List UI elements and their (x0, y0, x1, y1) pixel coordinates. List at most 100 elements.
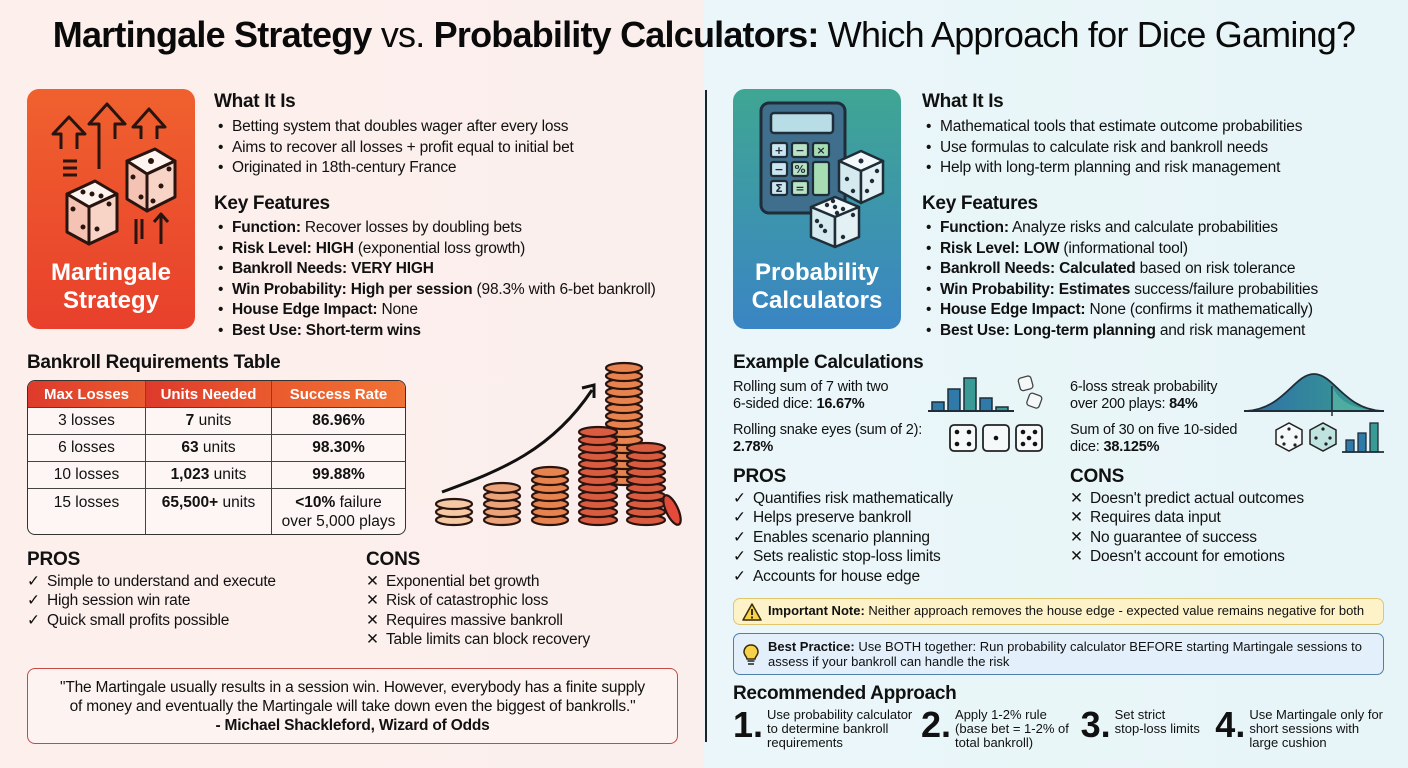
martingale-what-heading: What It Is (214, 91, 296, 112)
svg-text:+: + (774, 144, 783, 157)
best-practice-text: Use BOTH together: Run probability calcu… (768, 639, 1362, 669)
title-vs: vs. (371, 14, 434, 55)
cell-rate: 99.88% (272, 461, 405, 488)
dice-bar-chart-icon (1275, 422, 1384, 453)
dice-arrows-icon (51, 102, 177, 246)
calculator-hero-title: Probability Calculators (752, 259, 883, 315)
feature-win-probability: Win Probability: Estimates success/failu… (924, 280, 1318, 301)
x-icon: ✕ (1070, 509, 1083, 526)
shackleford-quote: "The Martingale usually results in a ses… (27, 668, 678, 744)
step-4: 4. Use Martingale only for short sessions… (1215, 707, 1383, 750)
check-icon: ✓ (27, 611, 40, 629)
check-icon: ✓ (27, 592, 40, 609)
step-1: 1. Use probability calculator to determin… (733, 704, 913, 750)
con-item: ✕ Doesn't predict actual outcomes (1070, 489, 1304, 507)
cell-units: 65,500+ units (146, 488, 272, 534)
note-text: Neither approach removes the house edge … (864, 603, 1365, 618)
calculator-cons: CONS ✕ Doesn't predict actual outcomes ✕ R… (1070, 467, 1304, 567)
list-item: Aims to recover all losses + profit equa… (216, 138, 574, 159)
cons-heading: CONS (1070, 466, 1125, 487)
list-item: Help with long-term planning and risk ma… (924, 158, 1302, 179)
col-success-rate: Success Rate (272, 381, 405, 407)
con-item: ✕ Requires data input (1070, 509, 1221, 526)
list-item: Betting system that doubles wager after … (216, 117, 574, 138)
title-question: Which Approach for Dice Gaming? (818, 14, 1356, 55)
martingale-what-list: Betting system that doubles wager after … (216, 117, 574, 179)
list-item: Mathematical tools that estimate outcome… (924, 117, 1302, 138)
martingale-features-heading: Key Features (214, 193, 330, 214)
title-martingale: Martingale Strategy (52, 14, 373, 55)
pro-item: ✓ Sets realistic stop-loss limits (733, 548, 941, 565)
calculator-hero-card: + − × −% Σ = Probability Calculators (733, 89, 901, 329)
step-text: Use probability calculator to determine b… (767, 707, 913, 750)
svg-text:%: % (794, 163, 805, 176)
col-max-losses: Max Losses (28, 381, 146, 407)
dice-faces-icon (949, 424, 1043, 452)
martingale-hero-title: Martingale Strategy (51, 259, 171, 315)
list-item: Originated in 18th-century France (216, 158, 574, 179)
martingale-pros: PROS ✓ Simple to understand and execute ✓… (27, 550, 276, 630)
check-icon: ✓ (733, 548, 746, 565)
quote-line1: "The Martingale usually results in a ses… (60, 679, 645, 696)
pro-item: ✓ Enables scenario planning (733, 528, 930, 546)
pro-item: ✓ High session win rate (27, 592, 191, 609)
feature-best-use: Best Use: Long-term planning and risk ma… (924, 321, 1318, 342)
step-text: Apply 1-2% rule (base bet = 1-2% of total … (955, 707, 1069, 750)
cell-losses: 15 losses (28, 488, 146, 534)
important-note-banner: Important Note: Neither approach removes… (733, 598, 1384, 625)
pros-heading: PROS (733, 466, 787, 487)
x-icon: ✕ (366, 611, 379, 629)
x-icon: ✕ (366, 572, 379, 590)
page-title: Martingale Strategy vs. Probability Calc… (0, 14, 1408, 56)
example-sum-7: Rolling sum of 7 with two 6-sided dice: 1… (733, 379, 889, 412)
hero-label-line2: Strategy (62, 287, 160, 314)
calculator-pros: PROS ✓ Quantifies risk mathematically ✓ He… (733, 467, 953, 586)
feature-bankroll: Bankroll Needs: Calculated based on risk… (924, 259, 1318, 280)
feature-risk-level: Risk Level: LOW (informational tool) (924, 239, 1318, 260)
feature-house-edge: House Edge Impact: None (216, 300, 656, 321)
pro-item: ✓ Simple to understand and execute (27, 572, 276, 590)
example-sum-30: Sum of 30 on five 10-sided dice: 38.125% (1070, 422, 1238, 455)
list-item: Use formulas to calculate risk and bankr… (924, 138, 1302, 159)
cell-rate: <10% failure over 5,000 plays (272, 488, 405, 534)
table-row: 10 losses 1,023 units 99.88% (28, 461, 405, 488)
x-icon: ✕ (1070, 528, 1083, 546)
calculator-what-list: Mathematical tools that estimate outcome… (924, 117, 1302, 179)
martingale-cons: CONS ✕ Exponential bet growth ✕ Risk of ca… (366, 550, 590, 650)
step-2: 2. Apply 1-2% rule (base bet = 1-2% of tot… (921, 707, 1071, 750)
x-icon: ✕ (366, 631, 379, 648)
svg-text:−: − (795, 144, 804, 157)
feature-function: Function: Analyze risks and calculate pr… (924, 218, 1318, 239)
table-row: 3 losses 7 units 86.96% (28, 407, 405, 434)
check-icon: ✓ (733, 489, 746, 507)
check-icon: ✓ (733, 509, 746, 526)
cell-units: 1,023 units (146, 461, 272, 488)
martingale-hero-card: Martingale Strategy (27, 89, 195, 329)
x-icon: ✕ (1070, 548, 1083, 565)
best-practice-label: Best Practice: (768, 639, 855, 654)
bankroll-table-heading: Bankroll Requirements Table (27, 352, 281, 373)
x-icon: ✕ (1070, 489, 1083, 507)
col-units-needed: Units Needed (146, 381, 272, 407)
check-icon: ✓ (27, 572, 40, 590)
check-icon: ✓ (733, 567, 746, 585)
table-row: 6 losses 63 units 98.30% (28, 434, 405, 461)
pro-item: ✓ Accounts for house edge (733, 567, 920, 585)
x-icon: ✕ (366, 592, 379, 609)
pro-item: ✓ Quick small profits possible (27, 611, 230, 629)
svg-text:−: − (774, 163, 783, 176)
bankroll-requirements-table: Max Losses Units Needed Success Rate 3 l… (27, 380, 406, 535)
step-number: 4. (1215, 704, 1246, 745)
hero-label-line1: Martingale (50, 259, 172, 286)
example-loss-streak: 6-loss streak probability over 200 plays:… (1070, 379, 1218, 412)
pro-item: ✓ Helps preserve bankroll (733, 509, 912, 526)
quote-author: - Michael Shackleford, Wizard of Odds (215, 717, 490, 734)
lightbulb-icon (743, 644, 759, 665)
examples-heading: Example Calculations (733, 352, 924, 373)
step-number: 3. (1080, 704, 1111, 745)
svg-text:=: = (795, 182, 804, 195)
step-3: 3. Set strict stop-loss limits (1081, 707, 1206, 750)
step-number: 1. (733, 704, 764, 745)
title-calculators: Probability Calculators: (433, 14, 820, 55)
bell-curve-icon (1244, 373, 1384, 416)
